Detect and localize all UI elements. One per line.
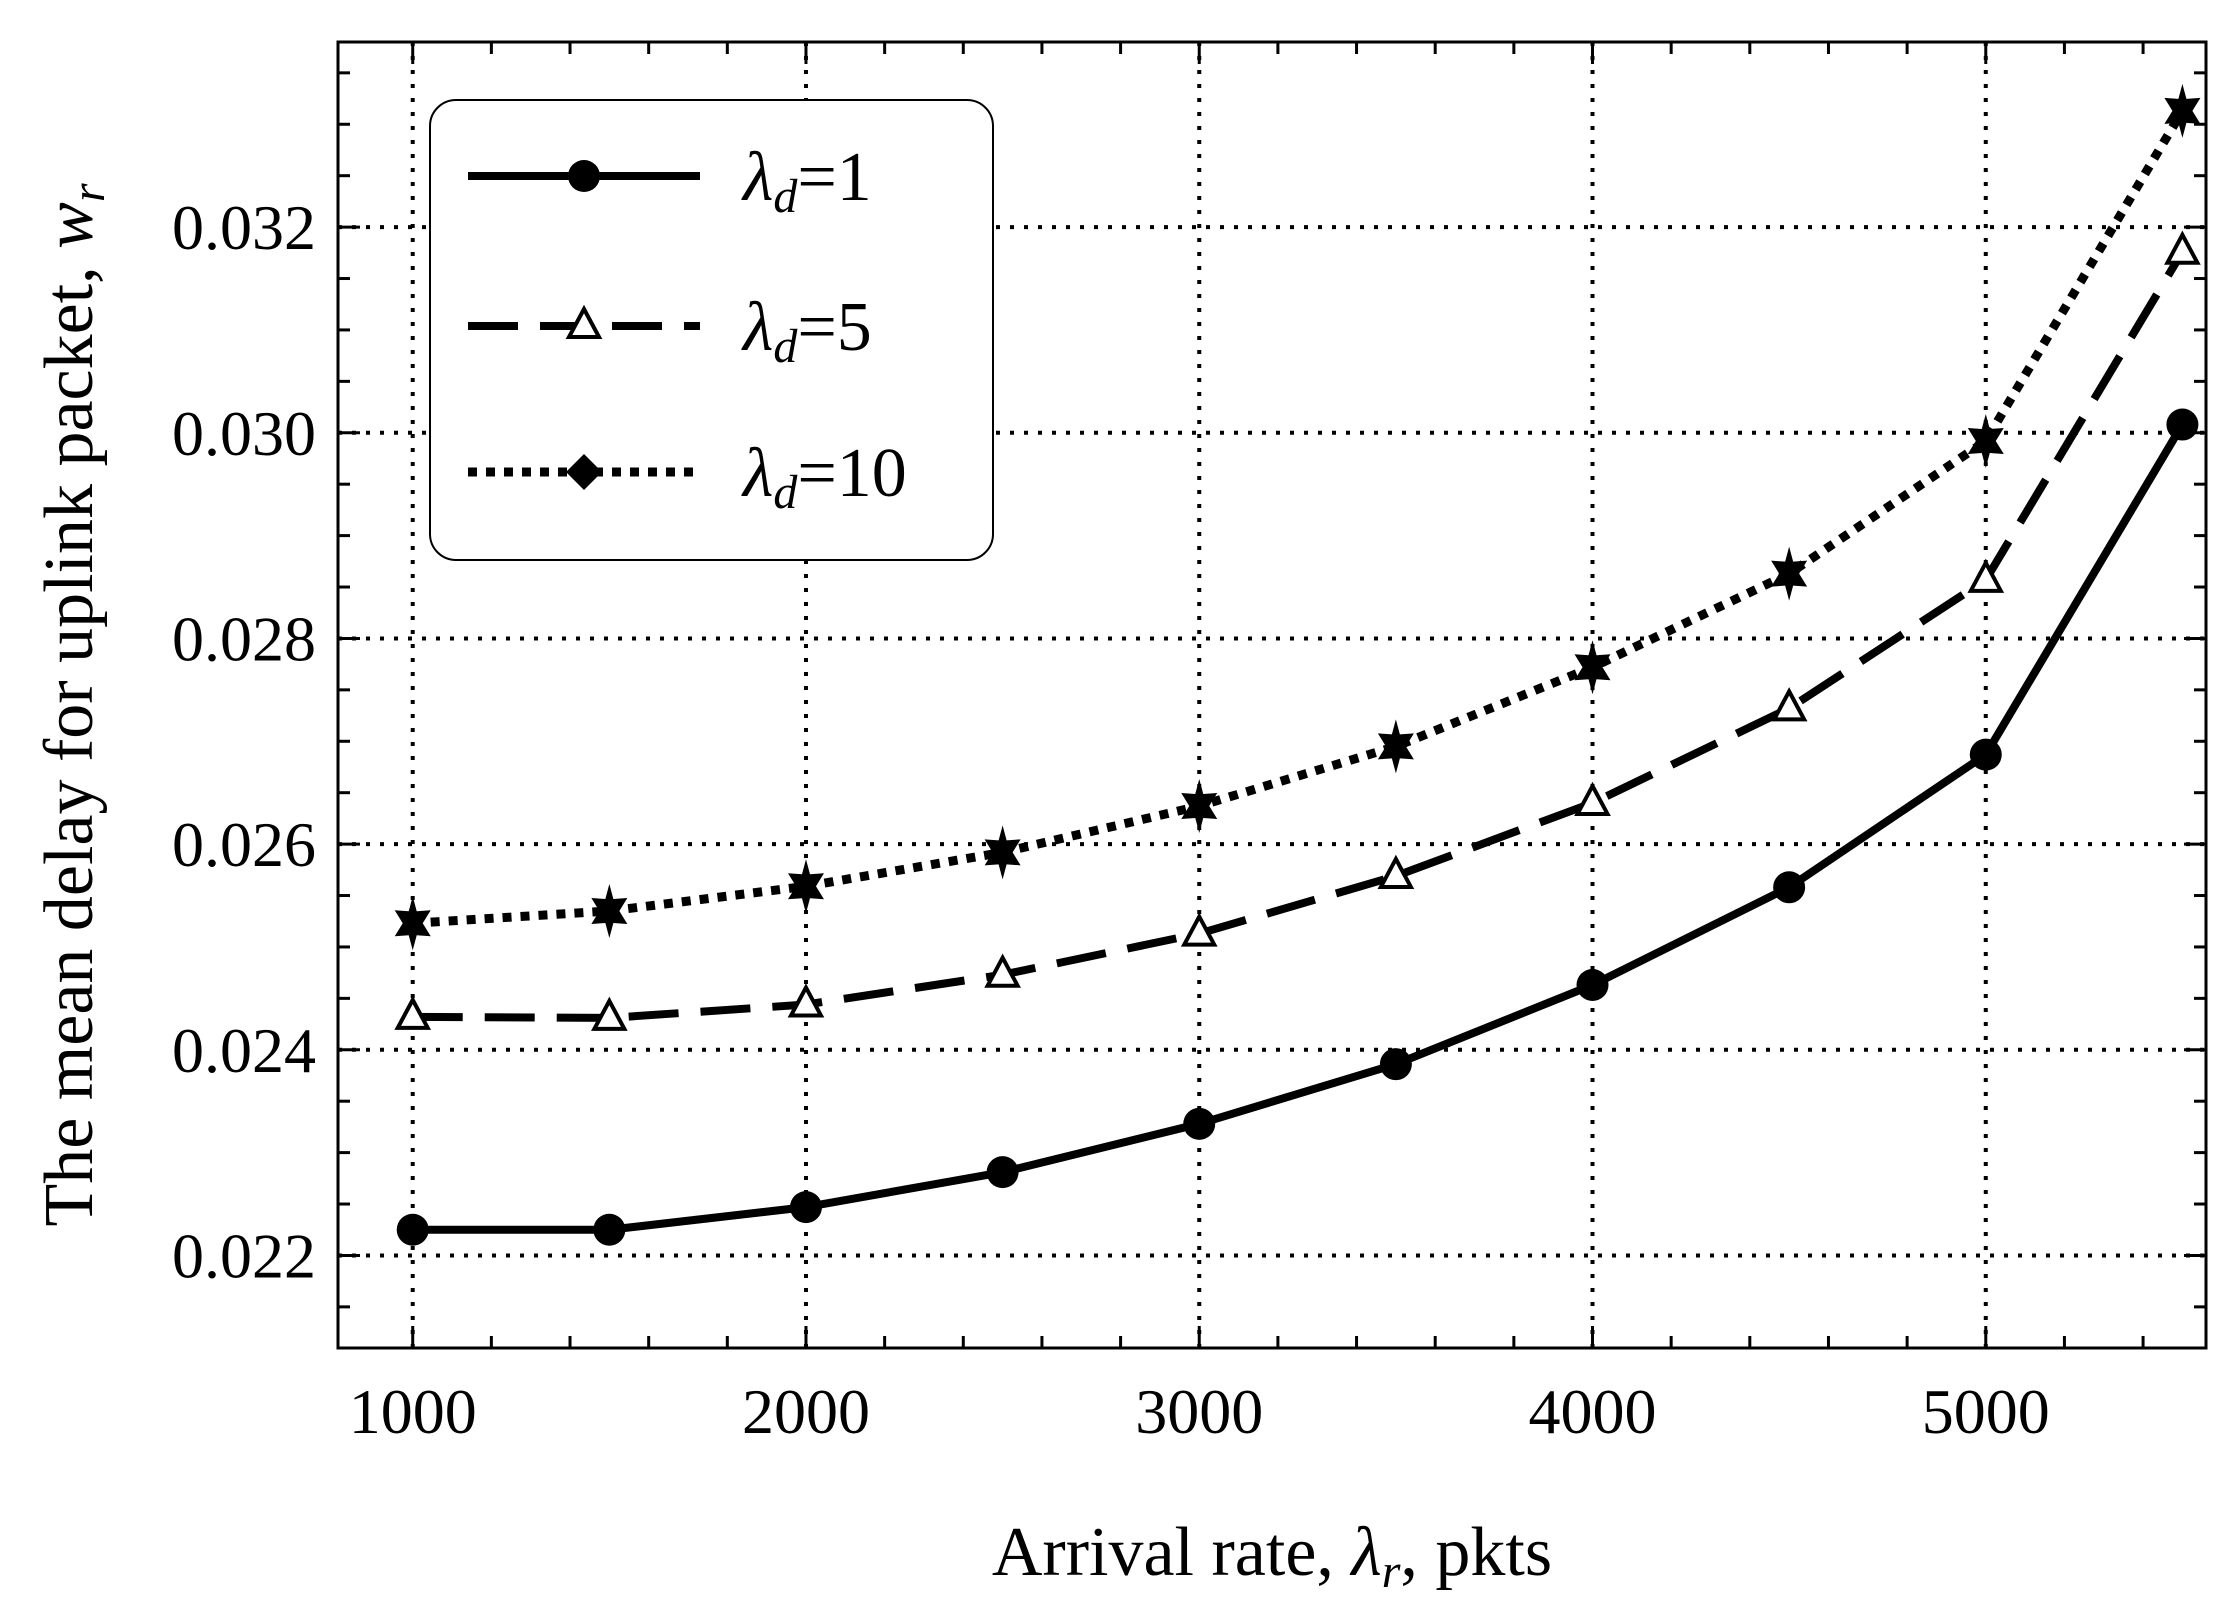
axis-ticks (338, 42, 2206, 1348)
y-tick-labels: 0.022 0.024 0.026 0.028 0.030 0.032 (172, 192, 316, 1291)
series-dashed (394, 230, 2201, 1031)
triangle-marker (1967, 558, 2005, 593)
diamond-marker (1574, 640, 1611, 695)
legend-item: λd=10 (468, 435, 907, 519)
circle-marker (789, 1191, 822, 1224)
circle-marker (1576, 968, 1609, 1001)
circle-marker (2166, 408, 2199, 441)
x-axis-label: Arrival rate, λr, pkts (992, 1514, 1552, 1598)
circle-marker (1379, 1048, 1412, 1081)
x-tick-label: 1000 (349, 1376, 477, 1447)
circle-marker (986, 1156, 1019, 1189)
legend-item: λd=5 (468, 289, 872, 373)
plot-frame (336, 40, 2208, 1350)
legend-label: λd=10 (741, 435, 907, 519)
series-solid (396, 408, 2199, 1246)
y-tick-label: 0.030 (172, 398, 316, 469)
diamond-marker (984, 825, 1021, 880)
circle-marker (1969, 738, 2002, 771)
triangle-marker (394, 995, 432, 1030)
triangle-marker (1180, 912, 1218, 947)
triangle-marker (1770, 687, 1808, 722)
y-tick-label: 0.024 (172, 1015, 316, 1086)
diamond-marker (394, 896, 431, 951)
y-axis-label: The mean delay for uplink packet, wr (31, 183, 115, 1226)
diamond-marker (1771, 546, 1808, 601)
triangle-marker (1574, 781, 1611, 816)
legend: λd=1 λd=5 λd=10 (429, 99, 994, 561)
triangle-marker (2164, 230, 2201, 265)
legend-box (429, 99, 994, 561)
circle-marker (1773, 871, 1806, 904)
y-tick-label: 0.028 (172, 603, 316, 674)
circle-marker (593, 1213, 626, 1246)
legend-label: λd=5 (741, 289, 872, 373)
series-line (412, 422, 2186, 1234)
series-dotted (394, 83, 2201, 951)
data-series (394, 83, 2201, 1246)
diamond-marker (2164, 83, 2201, 138)
series-line (412, 249, 2186, 1022)
x-tick-label: 3000 (1135, 1376, 1263, 1447)
triangle-marker (565, 304, 603, 339)
y-tick-label: 0.022 (172, 1220, 316, 1291)
triangle-marker (984, 953, 1021, 988)
diamond-marker (591, 883, 628, 938)
triangle-marker (1377, 854, 1415, 889)
legend-label: λd=1 (741, 139, 872, 223)
legend-item: λd=1 (468, 139, 872, 223)
series-line (412, 108, 2187, 928)
diamond-marker (1967, 413, 2004, 468)
y-tick-label: 0.026 (172, 809, 316, 880)
x-tick-label: 5000 (1922, 1376, 2050, 1447)
x-tick-label: 2000 (742, 1376, 870, 1447)
diamond-marker (787, 859, 824, 914)
x-tick-labels: 1000 2000 3000 4000 5000 (349, 1376, 2050, 1447)
diamond-marker (566, 454, 602, 490)
circle-marker (568, 160, 600, 192)
circle-marker (396, 1213, 429, 1246)
y-tick-label: 0.032 (172, 192, 316, 263)
triangle-marker (591, 996, 628, 1031)
x-tick-label: 4000 (1529, 1376, 1657, 1447)
triangle-marker (787, 983, 825, 1018)
diamond-marker (1181, 779, 1218, 834)
circle-marker (1183, 1107, 1216, 1140)
diamond-marker (1377, 719, 1414, 774)
